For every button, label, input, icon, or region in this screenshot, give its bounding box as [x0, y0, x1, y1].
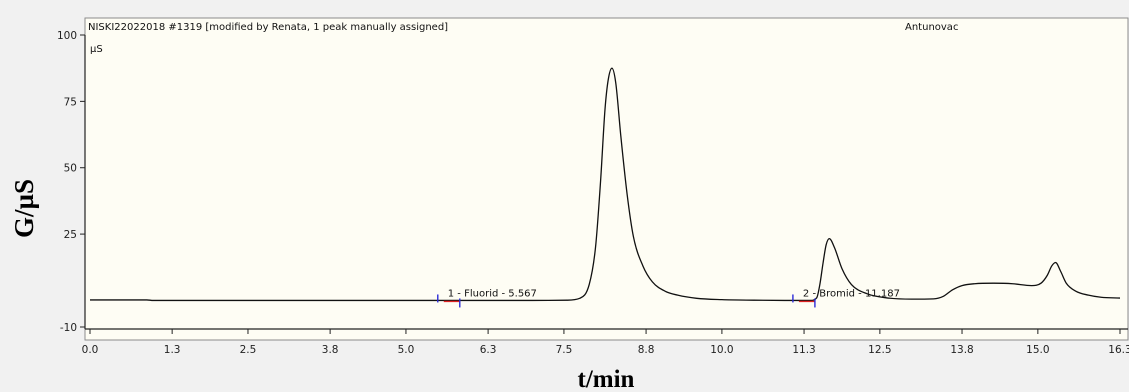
x-ticks: 0.0 1.3 2.5 3.8 5.0 6.3 7.5 8.8 10.0 11.3 12.5 13.8…: [82, 329, 1129, 356]
y-tick-label: 75: [64, 96, 77, 108]
peak-label: 1 - Fluorid - 5.567: [448, 288, 537, 299]
x-tick-label: 13.8: [950, 344, 973, 356]
x-tick-label: 5.0: [398, 344, 415, 356]
y-tick-label: -10: [60, 322, 77, 334]
x-tick-label: 8.8: [638, 344, 655, 356]
x-tick-label: 10.0: [710, 344, 733, 356]
y-tick-label: 50: [64, 163, 77, 175]
peak-annotations: 1 - Fluorid - 5.567 2 - Bromid - 11.187: [437, 288, 900, 308]
y-tick-label: 100: [57, 30, 77, 42]
x-tick-label: 1.3: [164, 344, 181, 356]
channel-header: Antunovac: [905, 22, 958, 33]
x-tick-label: 2.5: [240, 344, 257, 356]
unit-label: µS: [90, 44, 103, 55]
x-tick-label: 6.3: [480, 344, 497, 356]
sample-header: NISKI22022018 #1319 [modified by Renata,…: [88, 22, 448, 33]
y-axis-title: G/µS: [9, 179, 39, 238]
peak-label: 2 - Bromid - 11.187: [803, 288, 900, 299]
x-tick-label: 0.0: [82, 344, 99, 356]
x-tick-label: 15.0: [1026, 344, 1049, 356]
x-tick-label: 12.5: [868, 344, 891, 356]
x-tick-label: 11.3: [792, 344, 815, 356]
y-ticks: 100 75 50 25 -10: [57, 30, 85, 334]
plot-area: [84, 17, 1129, 341]
x-tick-label: 16.3: [1108, 344, 1129, 356]
x-tick-label: 7.5: [556, 344, 573, 356]
x-tick-label: 3.8: [322, 344, 339, 356]
y-tick-label: 25: [64, 229, 77, 241]
x-axis-title: t/min: [578, 366, 635, 392]
chromatogram-trace: [89, 67, 1121, 302]
